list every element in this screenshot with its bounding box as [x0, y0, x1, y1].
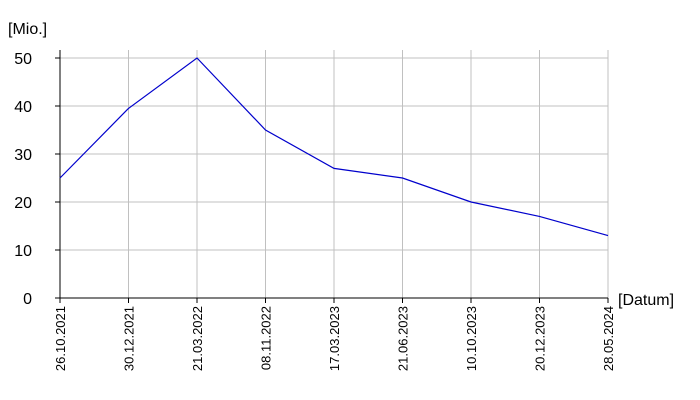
x-tick-label: 20.12.2023	[533, 306, 548, 371]
x-tick-label: 28.05.2024	[601, 306, 616, 371]
x-tick-label: 17.03.2023	[327, 306, 342, 371]
y-tick-label: 10	[14, 243, 32, 260]
data-line	[59, 57, 609, 237]
x-axis-label: [Datum]	[618, 292, 674, 309]
x-tick-label: 21.03.2022	[190, 306, 205, 371]
x-tick-label: 08.11.2022	[259, 306, 274, 370]
y-tick-label: 50	[14, 51, 32, 68]
y-tick-label: 30	[14, 147, 32, 164]
y-tick-label: 20	[14, 195, 32, 212]
x-tick-label: 21.06.2023	[396, 306, 411, 371]
x-tick-label: 26.10.2021	[53, 306, 68, 371]
y-axis-label: [Mio.]	[8, 21, 47, 38]
y-tick-label: 0	[23, 291, 32, 308]
y-tick-label: 40	[14, 99, 32, 116]
x-tick-label: 10.10.2023	[464, 306, 479, 371]
x-tick-label: 30.12.2021	[122, 306, 137, 371]
